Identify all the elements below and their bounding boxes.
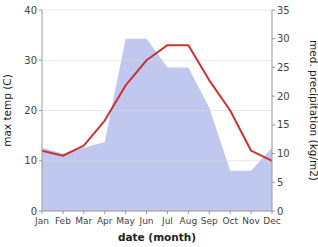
y-tick-label: 20: [24, 105, 37, 116]
y2-tick-label: 10: [277, 148, 290, 159]
grid: [42, 10, 272, 211]
x-tick: [125, 211, 126, 214]
y2-tick: [272, 10, 275, 11]
grid-line: [42, 211, 272, 212]
y-tick-label: 0: [31, 206, 37, 217]
y2-axis-label: med. precipitation (kg/m2): [308, 40, 318, 181]
y-tick: [39, 10, 42, 11]
y2-axis-line: [272, 10, 273, 211]
x-tick-label: Nov: [242, 216, 260, 226]
y2-tick-label: 35: [277, 5, 290, 16]
x-tick-label: Mar: [75, 216, 92, 226]
x-tick-label: Dec: [263, 216, 280, 226]
y2-tick: [272, 38, 275, 39]
y2-tick: [272, 153, 275, 154]
grid-line: [42, 160, 272, 161]
x-tick-label: May: [116, 216, 135, 226]
y-tick-label: 10: [24, 155, 37, 166]
plot-area: [42, 39, 272, 211]
x-tick: [272, 211, 273, 214]
y2-tick: [272, 96, 275, 97]
x-tick: [230, 211, 231, 214]
x-tick: [146, 211, 147, 214]
axes: 0 10 20 30 40 0 5 10 15 20 25 30 35 Jan Feb Mar AprMay Ju…: [24, 5, 289, 227]
y-tick-label: 30: [24, 55, 37, 66]
chart: 0 10 20 30 40 0 5 10 15 20 25 30 35 Jan Feb Mar AprMay Ju…: [0, 0, 318, 247]
y2-tick: [272, 67, 275, 68]
lines: [42, 45, 272, 161]
x-axis-label: date (month): [118, 231, 196, 243]
x-tick: [104, 211, 105, 214]
y2-tick-label: 20: [277, 91, 290, 102]
x-tick-label: Feb: [55, 216, 71, 226]
x-tick-label: Sep: [201, 216, 218, 226]
grid-line: [42, 60, 272, 61]
x-axis-line: [42, 211, 272, 212]
x-tick-label: Jan: [34, 216, 49, 226]
grid-line: [42, 110, 272, 111]
x-tick: [167, 211, 168, 214]
y2-tick-label: 25: [277, 62, 290, 73]
x-tick-label: Jul: [161, 216, 173, 226]
y2-tick-label: 0: [277, 206, 283, 217]
y2-tick: [272, 124, 275, 125]
y-axis-label: max temp (C): [1, 74, 13, 147]
y2-tick: [272, 182, 275, 183]
y-tick-label: 40: [24, 5, 37, 16]
y-tick: [39, 60, 42, 61]
y2-tick-label: 5: [277, 177, 283, 188]
x-tick-label: Apr: [97, 216, 113, 226]
precip-area: [42, 39, 272, 211]
x-tick: [251, 211, 252, 214]
x-tick: [209, 211, 210, 214]
x-tick-label: Aug: [180, 216, 198, 226]
x-tick: [42, 211, 43, 214]
x-tick: [83, 211, 84, 214]
y-tick: [39, 160, 42, 161]
x-tick: [62, 211, 63, 214]
x-tick: [188, 211, 189, 214]
temp-line: [42, 45, 272, 161]
y2-tick-label: 30: [277, 33, 290, 44]
grid-line: [42, 10, 272, 11]
x-tick-label: Oct: [222, 216, 238, 226]
y2-tick-label: 15: [277, 119, 290, 130]
x-tick-label: Jun: [139, 216, 154, 226]
y-tick: [39, 110, 42, 111]
